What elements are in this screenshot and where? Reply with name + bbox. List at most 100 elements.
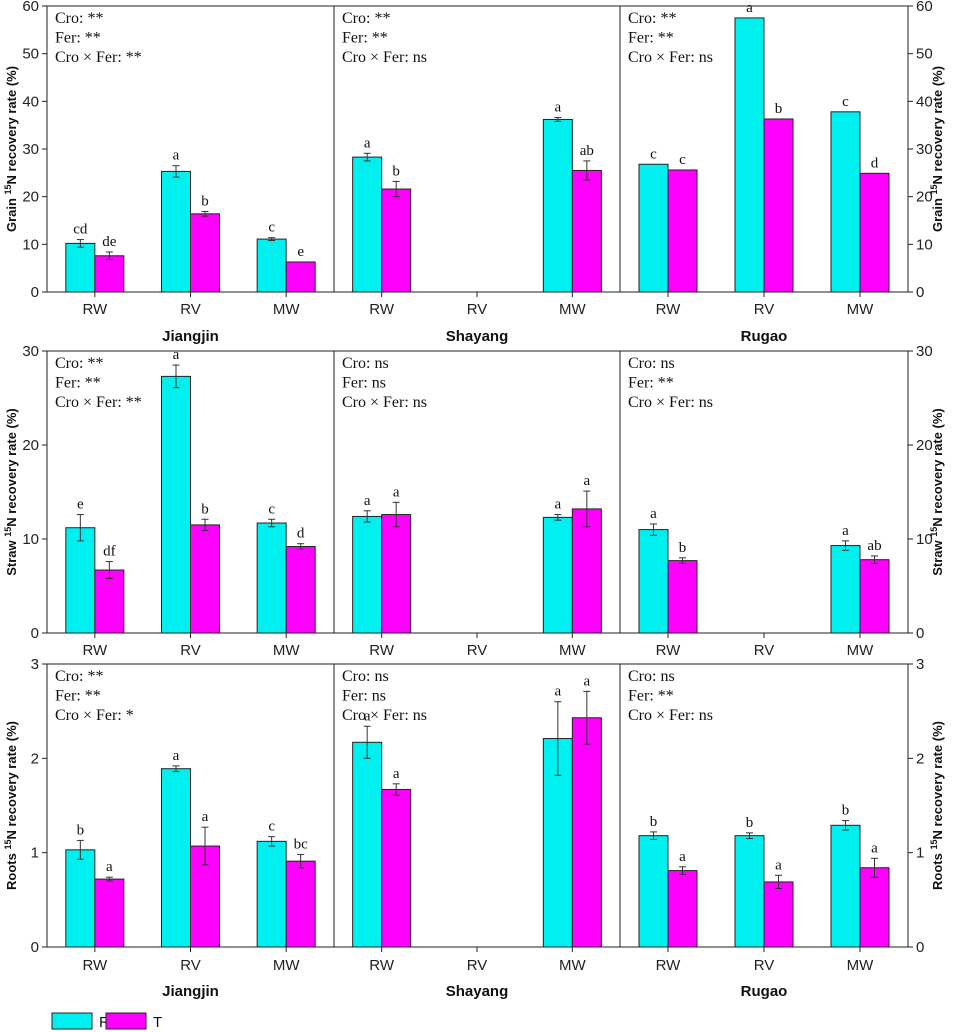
legend-label: T [153,1014,162,1031]
significance-letter: bc [294,837,309,853]
y-tick-label-left: 40 [22,93,39,110]
bar-t-shayang-mw [571,508,602,634]
significance-letter: c [679,152,686,168]
bar-r-jiangjin-rw [65,242,96,293]
y-axis-label-text: Grain [930,194,945,232]
stats-annotation: Cro: ** [55,10,103,27]
bar-r-jiangjin-rv [161,768,191,948]
significance-letter: c [842,94,849,110]
y-tick-label-right: 30 [916,141,933,158]
stats-annotation: Fer: ** [342,30,388,47]
site-label: Shayang [446,328,509,345]
bar-r-jiangjin-rv [161,170,191,293]
y-tick-label-left: 10 [22,531,39,548]
stats-annotation: Cro: ** [628,10,676,27]
y-axis-label-text: Straw [930,537,945,576]
legend-label: R [99,1014,110,1031]
y-axis-label-text: N recovery rate (%) [4,721,19,840]
site-label: Shayang [446,983,509,1000]
y-tick-label-right: 10 [916,236,933,253]
stats-annotation: Cro: ** [342,10,390,27]
bar-t-jiangjin-rv [190,524,220,634]
significance-letter: a [554,684,561,700]
bar-r-shayang-rw [352,741,383,948]
y-tick-label-left: 2 [31,750,39,767]
stats-annotation: Cro × Fer: ns [628,707,713,724]
category-label: MW [273,957,300,974]
y-axis-label-left: Straw 15N recovery rate (%) [3,408,19,576]
y-axis-label-text: N recovery rate (%) [4,66,19,185]
category-label: MW [847,301,874,318]
significance-letter: a [583,673,590,689]
y-tick-label-right: 0 [916,625,924,642]
category-label: RV [180,301,201,318]
bar-r-jiangjin-mw [256,840,287,948]
significance-letter: e [297,244,304,260]
y-axis-label-text: N recovery rate (%) [930,66,945,185]
significance-letter: a [393,766,400,782]
bar-t-jiangjin-rw [94,878,125,948]
category-label: MW [559,301,586,318]
stats-annotation: Cro × Fer: * [55,707,134,724]
y-axis-label-text: N recovery rate (%) [4,408,19,527]
bar-r-shayang-mw [542,516,573,634]
y-axis-label-right: Roots 15N recovery rate (%) [929,721,945,890]
bar-t-jiangjin-mw [285,261,316,293]
significance-letter: a [775,857,782,873]
significance-letter: b [775,101,783,117]
bar-r-rugao-rw [638,529,669,634]
category-label: RW [82,301,108,318]
category-label: RV [754,957,775,974]
bar-t-rugao-rw [667,169,698,293]
bar-t-jiangjin-mw [285,546,316,634]
site-label: Jiangjin [162,328,219,345]
y-axis-label-superscript: 15 [929,840,939,850]
bar-t-jiangjin-rv [190,213,220,293]
stats-annotation: Cro: ** [55,668,103,685]
y-axis-label-superscript: 15 [929,527,939,537]
significance-letter: e [77,497,84,513]
category-label: RW [82,957,108,974]
significance-letter: c [268,819,275,835]
significance-letter: b [201,193,209,209]
stats-annotation: Fer: ns [342,375,386,392]
significance-letter: a [364,708,371,724]
y-axis-label-text: N recovery rate (%) [930,721,945,840]
stats-annotation: Fer: ** [55,375,101,392]
bar-t-jiangjin-mw [285,860,316,948]
bar-t-jiangjin-rw [94,255,125,293]
y-tick-label-right: 2 [916,750,924,767]
significance-letter: a [842,523,849,539]
stats-annotation: Cro: ** [55,355,103,372]
y-axis-label-text: Roots [930,850,945,890]
category-label: RV [180,957,201,974]
y-tick-label-right: 20 [916,437,933,454]
category-label: RW [656,642,682,659]
significance-letter: b [842,803,850,819]
y-tick-label-right: 50 [916,46,933,63]
bar-r-jiangjin-rw [65,527,96,634]
category-label: MW [273,642,300,659]
significance-letter: ab [580,143,594,159]
significance-letter: b [201,501,209,517]
y-tick-label-left: 60 [22,0,39,15]
stats-annotation: Cro × Fer: ns [342,394,427,411]
significance-letter: de [102,234,117,250]
bar-t-shayang-rw [381,188,412,293]
y-tick-label-left: 10 [22,236,39,253]
y-axis-label-left: Grain 15N recovery rate (%) [3,66,19,232]
category-label: RW [656,957,682,974]
significance-letter: a [650,506,657,522]
y-tick-label-right: 30 [916,343,933,360]
site-label: Jiangjin [162,983,219,1000]
bar-r-jiangjin-rw [65,849,96,948]
significance-letter: a [173,347,180,363]
site-label: Rugao [741,328,788,345]
y-tick-label-left: 50 [22,46,39,63]
y-tick-label-left: 3 [31,656,39,673]
stats-annotation: Cro × Fer: ns [342,707,427,724]
bar-r-jiangjin-mw [256,238,287,293]
stats-annotation: Cro: ns [628,355,675,372]
bar-t-rugao-mw [859,559,890,634]
bar-r-rugao-mw [830,111,861,293]
